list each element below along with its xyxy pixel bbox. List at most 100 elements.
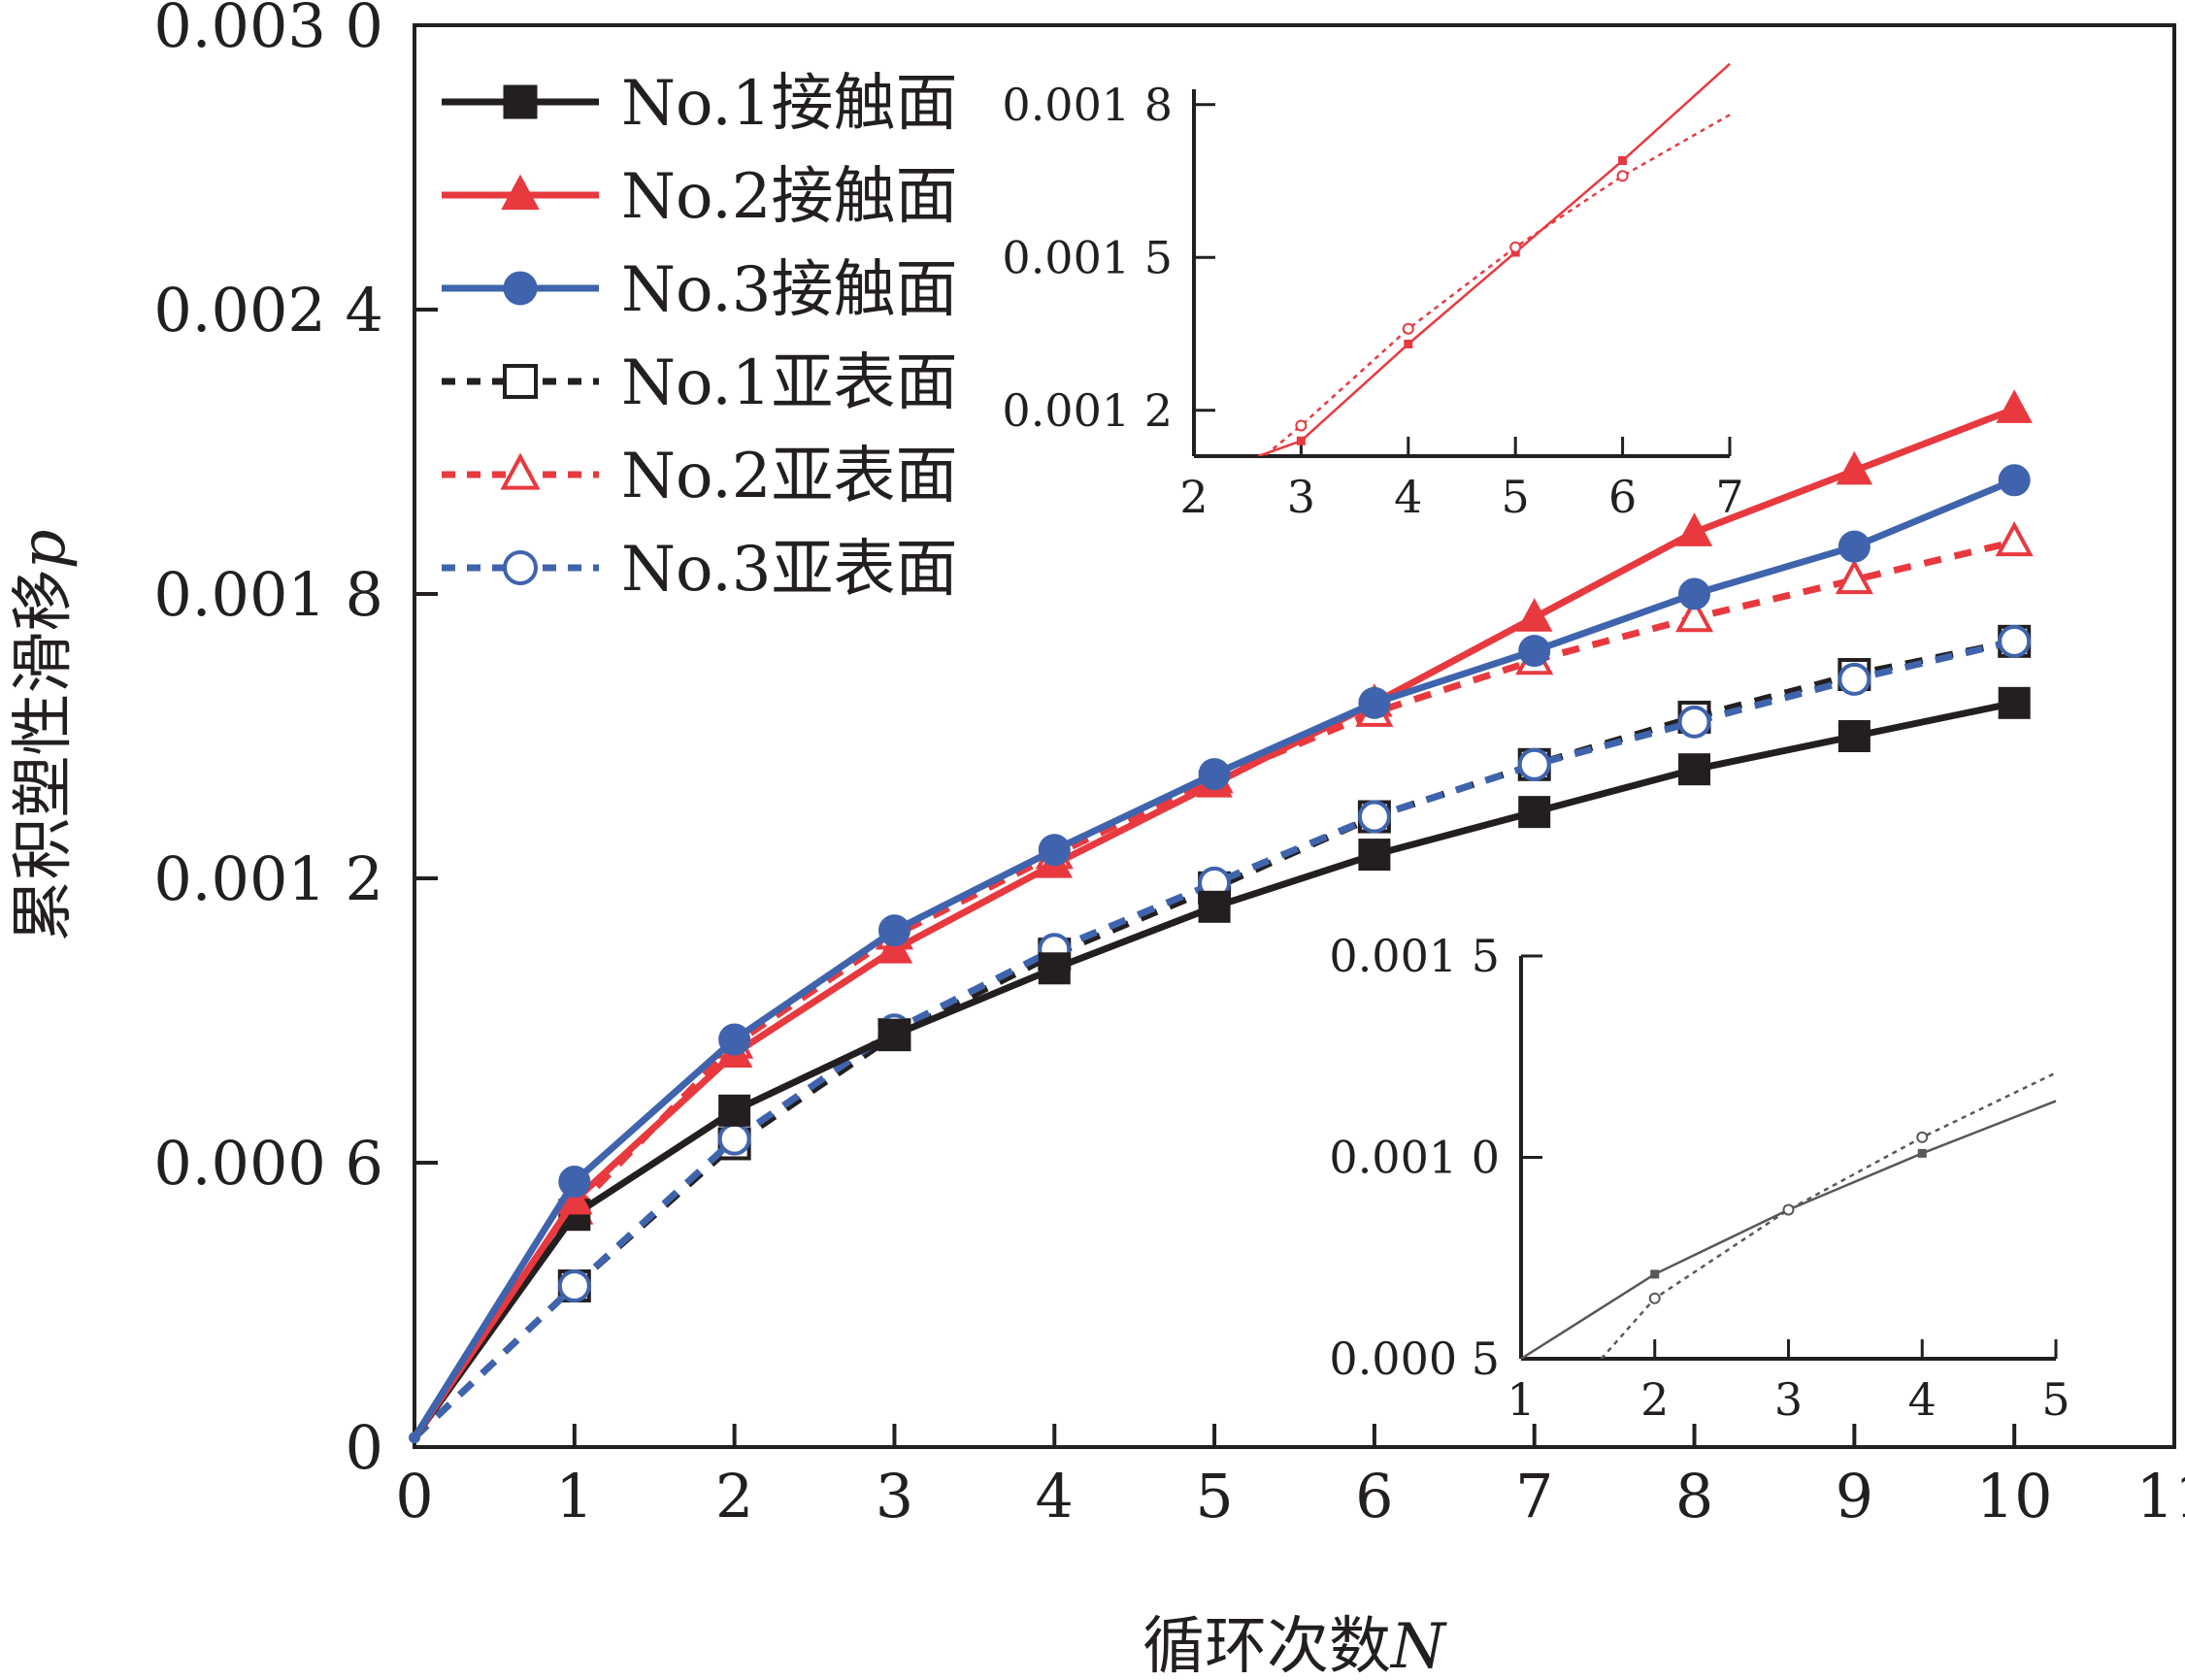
x-tick-label: 7 <box>1515 1461 1553 1532</box>
inset-x-tick-label: 6 <box>1608 471 1637 523</box>
main-series-group <box>409 389 2034 1444</box>
x-tick-label: 9 <box>1836 1461 1873 1532</box>
inset-y-tick-label: 0.001 8 <box>1002 79 1173 131</box>
inset-x-tick-label: 2 <box>1640 1373 1669 1426</box>
x-tick-label: 2 <box>715 1461 753 1532</box>
inset-point <box>1296 436 1306 445</box>
inset-point <box>1648 1292 1661 1304</box>
x-axis-title: 循环次数N <box>1142 1611 1447 1675</box>
x-tick-label: 11 <box>2136 1461 2185 1532</box>
inset-x-tick-label: 3 <box>1287 471 1315 523</box>
x-tick-label: 0 <box>395 1461 433 1532</box>
x-tick-label: 4 <box>1036 1461 1074 1532</box>
inset-y-tick-label: 0.001 0 <box>1329 1132 1500 1184</box>
inset-y-tick-label: 0.001 5 <box>1002 231 1173 283</box>
legend-item: No.3亚表面 <box>442 534 957 606</box>
data-point <box>1518 635 1551 668</box>
legend-item: No.1亚表面 <box>442 347 957 419</box>
y-tick-label: 0 <box>346 1412 383 1483</box>
data-point <box>1358 686 1391 719</box>
legend-label: No.1亚表面 <box>621 347 957 419</box>
legend-label: No.3接触面 <box>621 254 957 326</box>
y-tick-label: 0.001 2 <box>153 843 383 914</box>
legend: No.1接触面 No.2接触面 No.3接触面 No.1亚表面 No.2亚表面 No.3亚… <box>442 68 957 606</box>
inset-x-tick-label: 7 <box>1715 471 1743 523</box>
data-point <box>1038 952 1071 985</box>
inset-point <box>1916 1131 1929 1143</box>
inset-y-tick-label: 0.000 5 <box>1329 1333 1500 1385</box>
data-point <box>1518 796 1551 829</box>
y-tick-label: 0.001 8 <box>153 559 383 630</box>
inset-x-tick-label: 1 <box>1506 1373 1535 1426</box>
y-axis-title-text: 累积塑性滑移 <box>8 569 80 941</box>
data-point <box>1038 834 1071 867</box>
data-point <box>1198 758 1231 791</box>
inset-point <box>1616 170 1629 182</box>
legend-marker <box>500 452 541 490</box>
legend-marker <box>503 550 538 585</box>
data-point <box>1677 705 1711 739</box>
data-point <box>1835 559 1873 595</box>
data-point <box>558 1166 591 1199</box>
inset-point <box>1618 156 1628 165</box>
data-point <box>876 929 913 964</box>
inset-x-tick-label: 3 <box>1774 1373 1803 1426</box>
x-axis-title-text: 循环次数 <box>1142 1611 1391 1675</box>
x-tick-label: 10 <box>1976 1461 2053 1532</box>
data-point <box>718 1094 751 1127</box>
legend-label: No.1接触面 <box>621 68 957 140</box>
data-point <box>1836 450 1873 485</box>
data-point <box>717 1122 751 1156</box>
y-tick-label: 0.003 0 <box>153 0 383 61</box>
inset-x-tick-label: 5 <box>1502 471 1530 523</box>
data-point <box>1357 800 1391 834</box>
x-tick-label: 8 <box>1675 1461 1713 1532</box>
main-axis-ticks <box>413 23 2176 1449</box>
inset-point <box>1917 1148 1927 1158</box>
legend-item: No.3接触面 <box>442 254 957 326</box>
data-point <box>1998 686 2031 719</box>
inset-point <box>1404 340 1413 348</box>
legend-marker <box>501 174 540 211</box>
data-point <box>1837 530 1870 563</box>
inset-x-tick-label: 4 <box>1394 471 1422 523</box>
inset-x-tick-label: 2 <box>1179 471 1208 523</box>
inset-x-tick-label: 4 <box>1908 1373 1937 1426</box>
legend-label: No.3亚表面 <box>621 534 957 606</box>
legend-label: No.2亚表面 <box>621 441 957 512</box>
y-axis-variable: p <box>8 530 80 570</box>
plot-area-frame <box>413 23 2176 1449</box>
data-point <box>718 1023 751 1056</box>
series-3 <box>412 464 2031 1440</box>
legend-item: No.2亚表面 <box>442 441 957 512</box>
x-axis-variable: N <box>1389 1611 1447 1675</box>
y-axis-title: 累积塑性滑移p <box>8 530 80 942</box>
legend-item: No.2接触面 <box>442 161 957 233</box>
x-tick-label: 3 <box>876 1461 913 1532</box>
inset-series-group <box>1521 1071 2057 1359</box>
y-tick-label: 0.000 6 <box>153 1128 383 1199</box>
inset-y-tick-label: 0.001 5 <box>1329 930 1500 982</box>
inset-bottom-right: 1 2 3 4 5 0.000 5 0.001 0 0.001 5 <box>1329 930 2069 1426</box>
data-point <box>1675 512 1713 546</box>
main-tick-labels: 0 1 2 3 4 5 6 7 8 9 10 11 0 0.000 6 0.001 2 0.001 8 0.00… <box>153 0 2185 1532</box>
data-point <box>1198 890 1231 923</box>
legend-item: No.1接触面 <box>442 68 957 140</box>
inset-series-line <box>1257 62 1731 456</box>
data-point <box>1678 577 1711 610</box>
data-point <box>557 1268 591 1302</box>
data-point <box>877 914 910 947</box>
y-tick-label: 0.002 4 <box>153 275 383 346</box>
inset-x-tick-label: 5 <box>2041 1373 2069 1426</box>
data-point <box>877 1018 910 1051</box>
inset-point <box>1402 322 1414 335</box>
x-tick-label: 5 <box>1195 1461 1233 1532</box>
inset-top-right: 2 3 4 5 6 7 0.001 2 0.001 5 0.001 8 <box>1002 62 1744 523</box>
inset-series-group <box>1257 62 1731 456</box>
legend-marker <box>503 271 538 306</box>
inset-point <box>1295 419 1308 432</box>
legend-marker <box>503 364 538 399</box>
legend-marker <box>503 84 538 119</box>
